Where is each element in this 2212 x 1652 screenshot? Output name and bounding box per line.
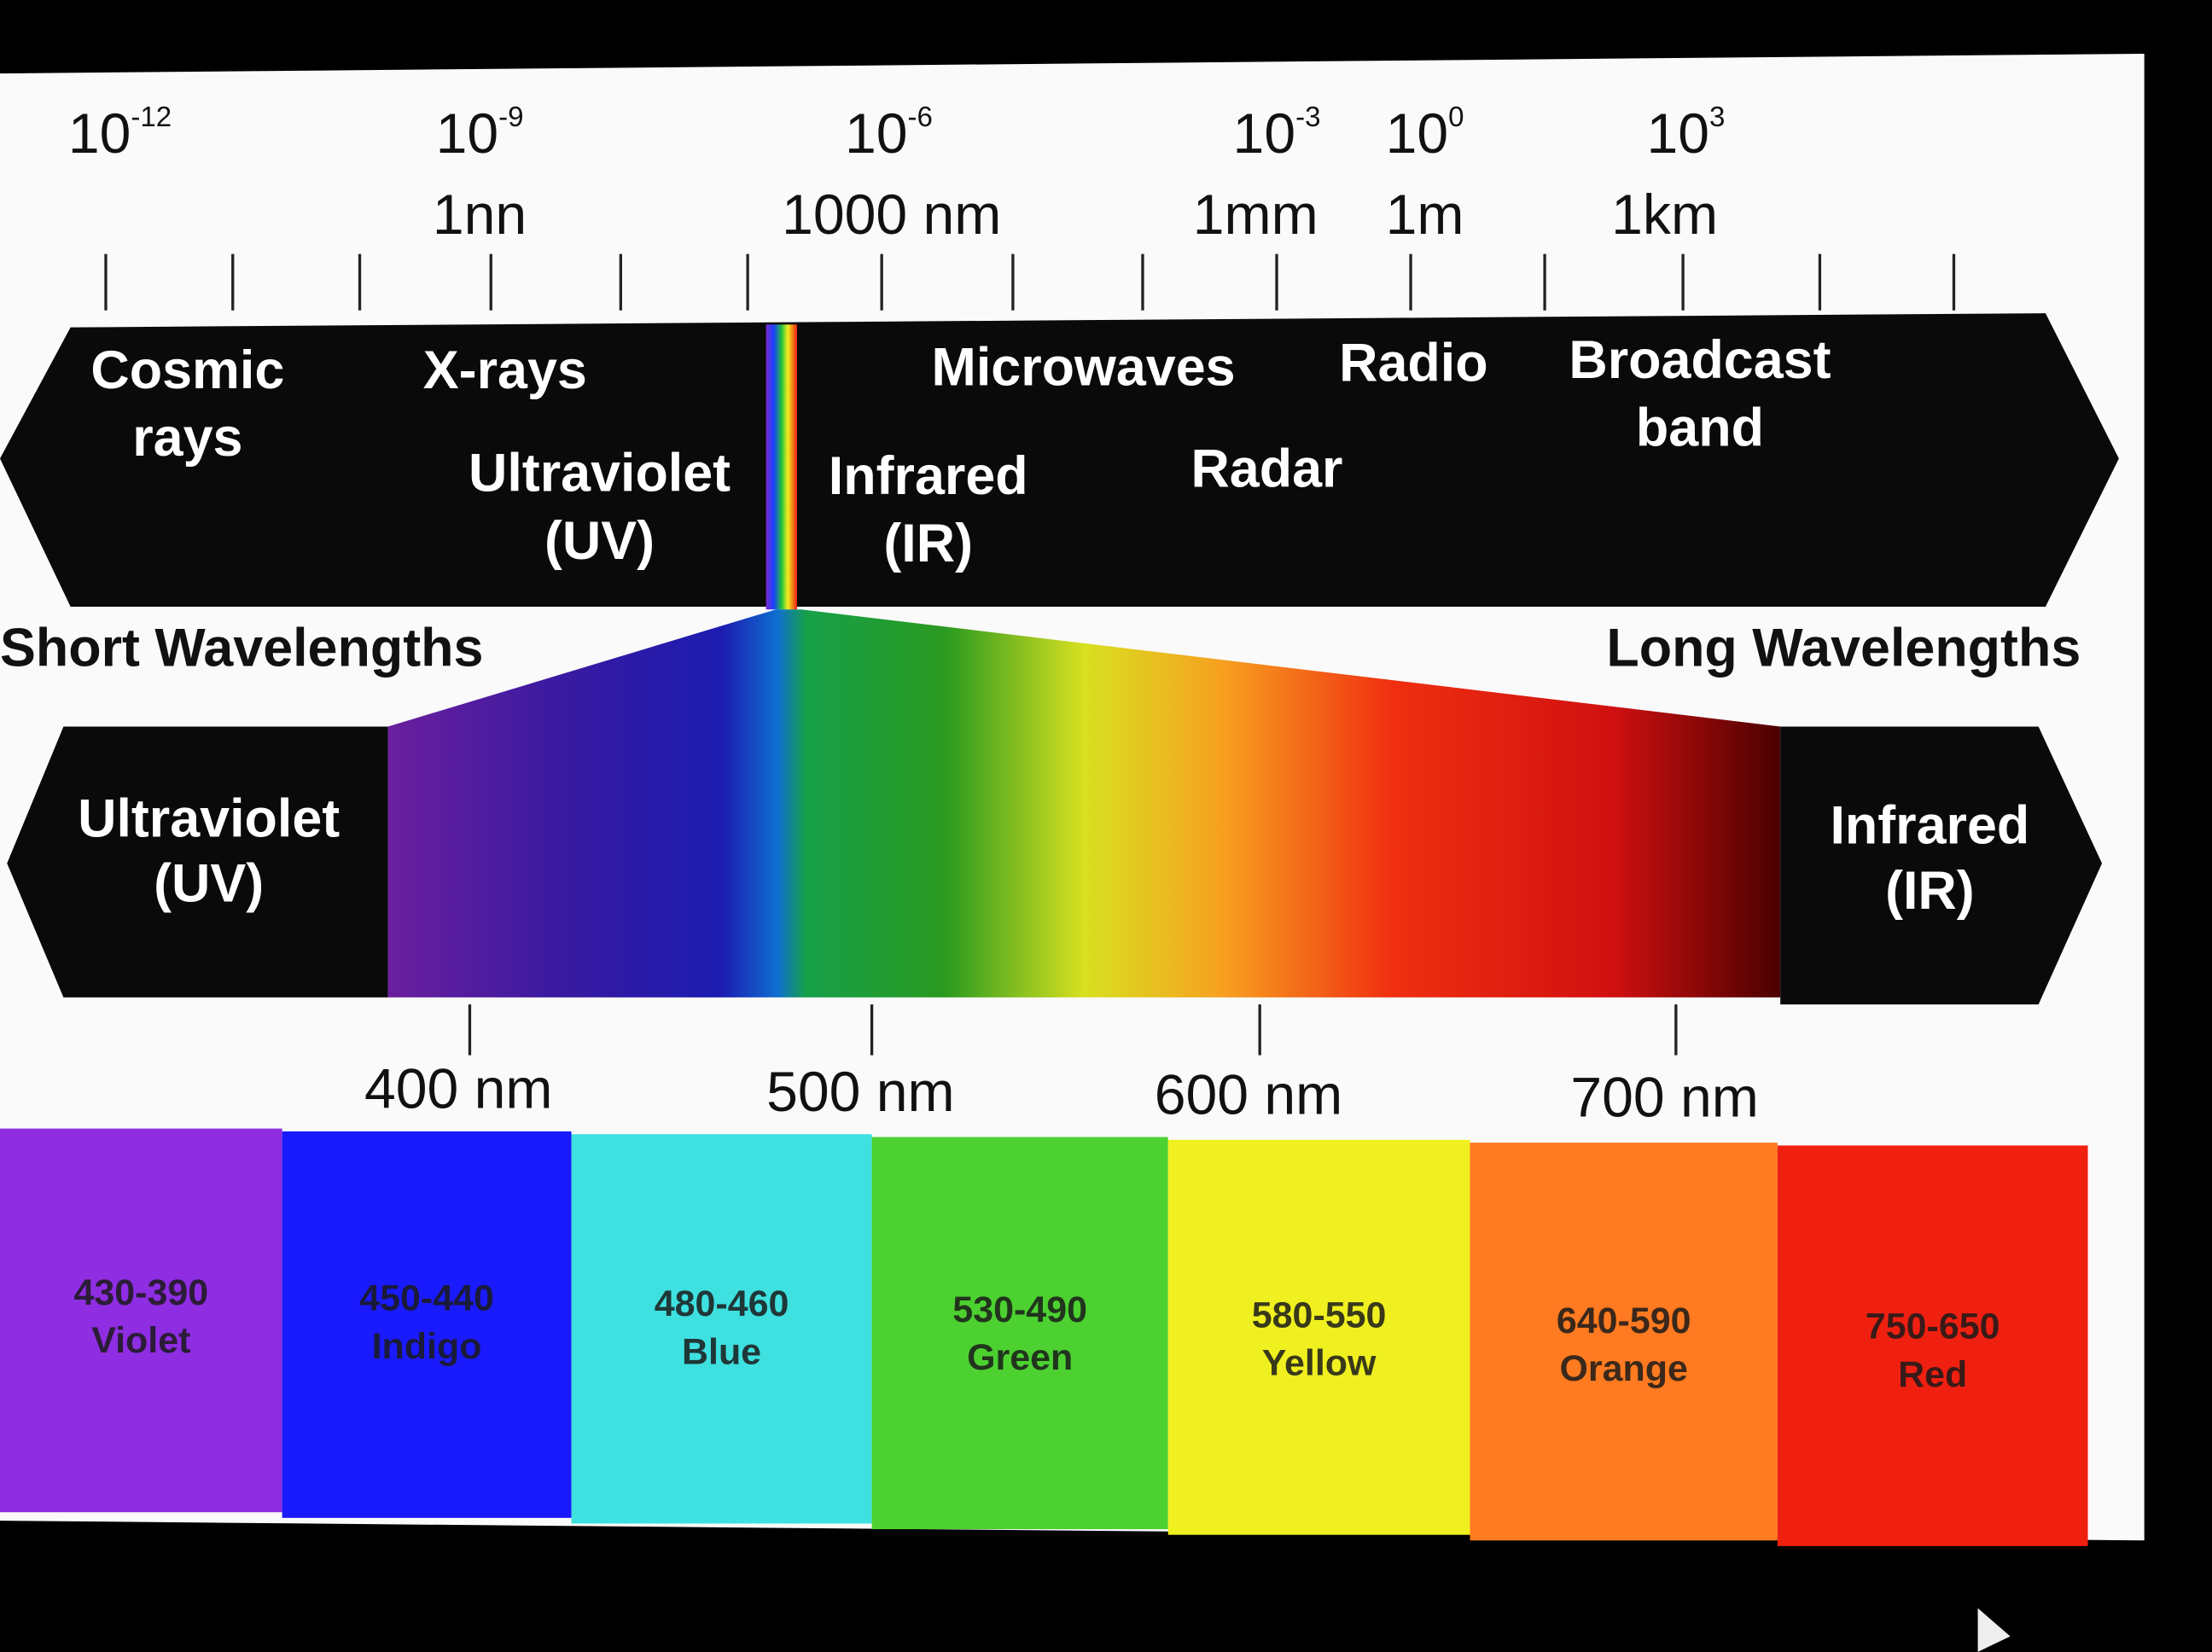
lower-label: Infrared [1830,796,2029,856]
power-exp: 3 [1709,102,1725,133]
lower-label: (UV) [154,854,264,914]
power-base: 10 [436,103,499,166]
lower-label: Ultraviolet [78,788,340,848]
power-base: 10 [1646,103,1709,166]
band-label: Broadcast [1569,330,1831,390]
color-range: 530-490 [952,1289,1087,1330]
color-range: 640-590 [1557,1300,1691,1341]
color-range: 480-460 [655,1283,789,1324]
long-label: Long Wavelengths [1606,618,2081,678]
upper-band [0,313,2119,607]
color-name: Violet [91,1320,190,1361]
band-label: band [1636,398,1764,458]
color-range: 580-550 [1252,1294,1387,1335]
power-exp: -9 [498,102,523,133]
power-exp: -6 [908,102,933,133]
color-name: Blue [682,1331,761,1372]
power-label: 10-6 [845,102,933,166]
power-label: 10-3 [1233,102,1321,166]
color-name: Red [1898,1354,1967,1395]
band-label: X-rays [423,340,587,400]
color-block [871,1137,1168,1530]
unit-label: 1m [1386,183,1464,247]
band-label: Microwaves [932,337,1236,397]
color-block [571,1134,872,1524]
power-base: 10 [1386,103,1449,166]
color-range: 750-650 [1866,1306,2000,1347]
lower-left-arrow [7,726,388,998]
short-label: Short Wavelengths [0,618,483,678]
band-label: rays [132,408,242,468]
unit-label: 1000 nm [782,183,1001,247]
band-label: Cosmic [90,340,284,400]
power-exp: -3 [1295,102,1320,133]
fan [387,609,1781,727]
band-label: (UV) [544,511,655,571]
power-exp: -12 [131,102,172,133]
power-base: 10 [68,103,131,166]
power-label: 10-12 [68,102,172,166]
color-name: Yellow [1262,1343,1377,1384]
nm-label: 600 nm [1155,1063,1343,1126]
band-label: Radio [1339,334,1487,393]
color-range: 450-440 [359,1278,494,1319]
band-label: Infrared [829,446,1028,506]
nm-label: 500 nm [766,1061,955,1124]
color-name: Indigo [372,1326,482,1367]
nm-label: 400 nm [364,1058,553,1121]
color-block [1777,1145,2088,1546]
band-label: Ultraviolet [469,443,731,503]
visible-spectrum [387,726,1781,998]
power-base: 10 [1233,103,1296,166]
lower-right-arrow [1780,726,2103,1005]
visible-strip [765,324,797,610]
lower-label: (IR) [1885,861,1975,921]
unit-label: 1km [1611,183,1718,247]
color-block [1470,1143,1778,1541]
color-name: Green [967,1337,1073,1378]
nm-label: 700 nm [1570,1067,1759,1130]
power-base: 10 [845,103,908,166]
color-name: Orange [1559,1348,1687,1389]
band-label: Radar [1190,439,1342,499]
color-block [282,1131,572,1518]
power-exp: 0 [1448,102,1464,133]
power-label: 100 [1386,102,1464,166]
color-block [1167,1139,1470,1535]
color-block [0,1128,282,1513]
power-label: 10-9 [436,102,524,166]
band-label: (IR) [883,514,973,573]
cursor [1977,1608,2011,1652]
color-range: 430-390 [73,1272,208,1313]
unit-label: 1nn [433,183,527,247]
power-label: 103 [1646,102,1725,166]
unit-label: 1mm [1193,183,1318,247]
